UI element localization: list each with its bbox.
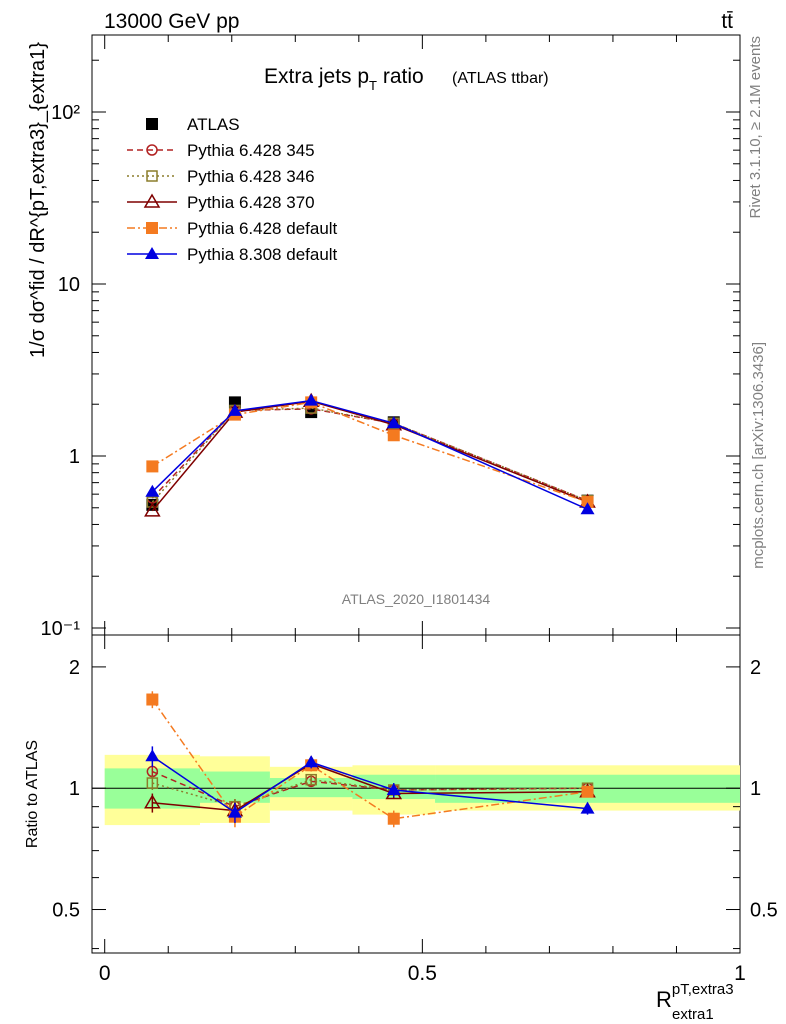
ratio-point-p8def (145, 749, 160, 762)
x-axis-label-main: R (656, 987, 672, 1012)
rivet-label: Rivet 3.1.10, ≥ 2.1M events (747, 36, 764, 219)
ratio-y-tick-label-right: 1 (750, 778, 761, 800)
legend-label-p6def: Pythia 6.428 default (187, 219, 338, 238)
point-p346 (146, 496, 159, 508)
point-p8def (304, 393, 319, 406)
legend-label-ATLAS: ATLAS (187, 115, 240, 134)
legend-label-p8def: Pythia 8.308 default (187, 245, 338, 264)
y-tick-label: 1 (69, 446, 80, 468)
ratio-y-tick-label: 1 (69, 778, 80, 800)
legend-label-p346: Pythia 6.428 346 (187, 167, 315, 186)
y-axis-label-main-text: 1/σ dσ^fid / dR^{pT,extra3}_{extra1} (27, 42, 49, 358)
ratio-y-tick-label: 2 (69, 657, 80, 679)
series-line-p346 (151, 407, 588, 503)
ratio-series (144, 691, 596, 828)
ratio-point-p8def (227, 805, 242, 818)
series-line-p370 (151, 400, 588, 512)
point-p6def (387, 429, 400, 442)
ratio-y-tick-label-right: 0.5 (750, 900, 778, 922)
point-p370 (144, 502, 161, 517)
ratio-point-p6def (581, 785, 594, 798)
point-p8def (386, 416, 401, 429)
chart-title-main: Extra jets p (264, 65, 369, 88)
x-axis-label-sup: pT,extra3 (672, 981, 734, 998)
legend-label-p345: Pythia 6.428 345 (187, 141, 315, 160)
y-axis-label-main: 1/σ dσ^fid / dR^{pT,extra3}_{extra1} (27, 42, 49, 358)
ratio-y-tick-label-right: 2 (750, 657, 761, 679)
x-tick-label: 0 (99, 962, 111, 985)
legend-marker-p8def (145, 247, 159, 259)
point-p8def (227, 403, 242, 416)
y-tick-label: 10² (51, 102, 80, 124)
series-line-p345 (151, 408, 588, 502)
point-p6def (581, 496, 594, 509)
y-tick-label: 10⁻¹ (41, 618, 81, 640)
ratio-point-p370 (144, 794, 161, 809)
legend-label-p370: Pythia 6.428 370 (187, 193, 315, 212)
mcplots-label: mcplots.cern.ch [arXiv:1306.3436] (750, 342, 767, 569)
collision-label: 13000 GeV pp (104, 10, 239, 33)
process-label: tt̄ (721, 10, 733, 33)
chart-title: Extra jets pT ratio (264, 65, 424, 93)
legend-marker-p346 (146, 170, 158, 182)
x-tick-label: 0.5 (408, 962, 437, 985)
axis-tick-labels: 0 0.5 1 10⁻¹ 1 10 10² 0.5 0.5 1 1 2 2 (41, 102, 778, 985)
x-axis-label-subscript: extra1 (672, 1006, 714, 1023)
chart-title-sub: T (369, 78, 377, 93)
y-tick-label: 10 (58, 274, 80, 296)
legend-marker-ATLAS (146, 118, 158, 130)
ratio-point-p346 (305, 773, 317, 786)
ratio-point-p8def (580, 801, 595, 814)
analysis-watermark: ATLAS_2020_I1801434 (342, 591, 491, 607)
legend-marker-p370 (143, 193, 161, 208)
point-p8def (580, 502, 595, 515)
ratio-point-p8def (386, 782, 401, 795)
axis-ticks (92, 35, 741, 953)
y-axis-label-ratio: Ratio to ATLAS (24, 740, 41, 848)
ratio-point-p6def (387, 812, 400, 825)
ratio-y-tick-label: 0.5 (52, 900, 80, 922)
ratio-point-p346 (146, 777, 159, 789)
main-series (144, 392, 596, 517)
legend-marker-p345 (146, 144, 158, 156)
ratio-point-p8def (304, 755, 319, 768)
chart-title-small: (ATLAS ttbar) (452, 70, 549, 87)
legend: ATLAS Pythia 6.428 345 Pythia 6.428 346 Pyt… (127, 115, 338, 264)
point-p6def (146, 460, 159, 473)
series-line-p6def (151, 401, 588, 503)
x-tick-label: 1 (734, 962, 746, 985)
chart-title-ratio: ratio (377, 65, 424, 88)
point-p8def (145, 484, 160, 497)
ratio-point-p6def (146, 693, 159, 706)
series-line-p8def (151, 399, 588, 510)
legend-marker-p6def (146, 222, 158, 234)
x-axis-label: RpT,extra3 (656, 981, 734, 1012)
